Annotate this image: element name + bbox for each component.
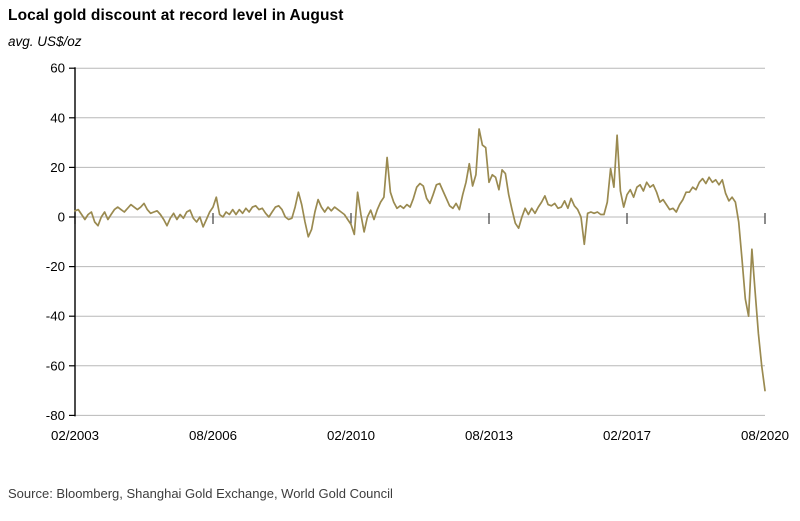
svg-text:20: 20: [50, 160, 65, 175]
svg-text:08/2013: 08/2013: [465, 428, 513, 443]
svg-text:02/2017: 02/2017: [603, 428, 651, 443]
y-axis: [69, 67, 76, 417]
page-title: Local gold discount at record level in A…: [8, 7, 344, 24]
svg-text:02/2010: 02/2010: [327, 428, 375, 443]
svg-text:0: 0: [58, 210, 65, 225]
svg-text:-40: -40: [46, 309, 65, 324]
gold-discount-line-chart: 60 40 20 0 -20 -40 -60 -80 02/2003 08/2006 02/2010…: [46, 61, 789, 443]
source-note: Source: Bloomberg, Shanghai Gold Exchang…: [8, 486, 393, 501]
svg-text:-60: -60: [46, 358, 65, 373]
gridlines: [75, 67, 765, 416]
y-axis-labels: 60 40 20 0 -20 -40 -60 -80: [46, 61, 65, 423]
svg-text:02/2003: 02/2003: [51, 428, 99, 443]
svg-text:-80: -80: [46, 408, 65, 423]
y-axis-unit-label: avg. US$/oz: [8, 34, 82, 49]
svg-text:60: 60: [50, 61, 65, 76]
svg-text:40: 40: [50, 110, 65, 125]
svg-text:-20: -20: [46, 259, 65, 274]
svg-text:08/2006: 08/2006: [189, 428, 237, 443]
svg-text:08/2020: 08/2020: [741, 428, 789, 443]
x-axis-labels: 02/2003 08/2006 02/2010 08/2013 02/2017 08/20…: [51, 428, 789, 443]
discount-series-line: [74, 128, 766, 392]
